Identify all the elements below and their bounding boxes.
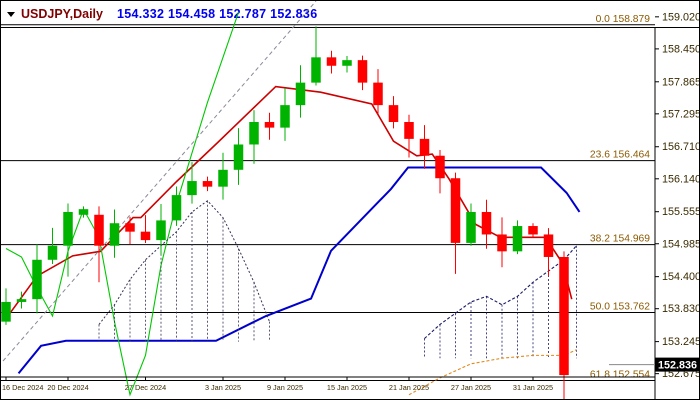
svg-text:154.985: 154.985: [662, 238, 700, 250]
svg-text:50.0 153.762: 50.0 153.762: [590, 302, 650, 313]
svg-text:15 Jan 2025: 15 Jan 2025: [327, 383, 367, 392]
svg-text:155.555: 155.555: [662, 206, 700, 218]
svg-text:27 Jan 2025: 27 Jan 2025: [451, 383, 491, 392]
svg-text:16 Dec 2024: 16 Dec 2024: [2, 383, 43, 392]
svg-text:20 Dec 2024: 20 Dec 2024: [47, 383, 88, 392]
svg-text:153.830: 153.830: [662, 303, 700, 315]
svg-text:153.245: 153.245: [662, 336, 700, 348]
svg-text:38.2 154.969: 38.2 154.969: [590, 234, 650, 245]
svg-text:157.295: 157.295: [662, 108, 700, 120]
svg-text:156.710: 156.710: [662, 141, 700, 153]
svg-text:159.020: 159.020: [662, 11, 700, 23]
svg-text:158.450: 158.450: [662, 43, 700, 55]
svg-text:3 Jan 2025: 3 Jan 2025: [205, 383, 241, 392]
svg-text:27 Dec 2024: 27 Dec 2024: [125, 383, 166, 392]
svg-text:31 Jan 2025: 31 Jan 2025: [513, 383, 553, 392]
svg-text:9 Jan 2025: 9 Jan 2025: [267, 383, 303, 392]
svg-text:0.0 158.879: 0.0 158.879: [596, 14, 651, 25]
svg-text:157.865: 157.865: [662, 76, 700, 88]
svg-text:156.140: 156.140: [662, 173, 700, 185]
svg-text:21 Jan 2025: 21 Jan 2025: [389, 383, 429, 392]
svg-text:154.400: 154.400: [662, 271, 700, 283]
svg-text:23.6 156.464: 23.6 156.464: [590, 150, 650, 161]
svg-text:61.8 152.554: 61.8 152.554: [590, 369, 650, 380]
svg-text:152.836: 152.836: [658, 360, 697, 372]
